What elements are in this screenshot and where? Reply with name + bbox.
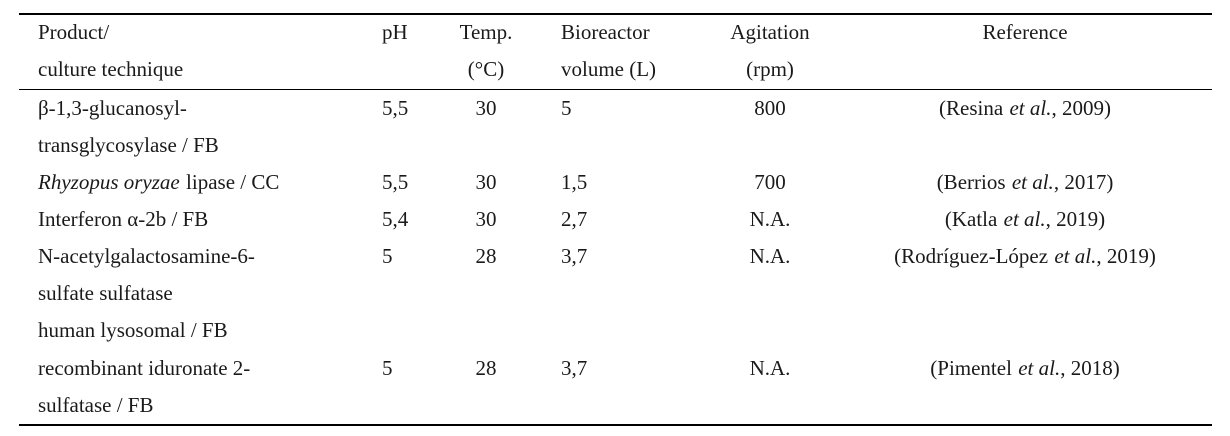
volume-cell: 2,7: [561, 207, 588, 231]
volume-cell: 5: [561, 96, 572, 120]
header-temp: Temp. (°C): [459, 20, 513, 81]
agitation-cell: N.A.: [749, 244, 791, 268]
volume-cell: 1,5: [561, 170, 588, 194]
reference-etal: et al.: [1009, 96, 1052, 120]
product-cell: N-acetylgalactosamine-6- sulfate sulfata…: [38, 244, 255, 342]
reference-year: , 2019): [1045, 207, 1106, 231]
reference-cell: (Rodríguez-López et al., 2019): [855, 238, 1195, 275]
header-ph: pH: [382, 20, 408, 44]
temp-cell: 30: [475, 207, 497, 231]
header-reference: Reference: [982, 20, 1068, 44]
ph-cell: 5,5: [382, 96, 409, 120]
temp-cell: 28: [475, 356, 497, 380]
reference-year: , 2009): [1051, 96, 1111, 120]
product-organism: Rhyzopus oryzae: [38, 170, 180, 194]
product-cell: Interferon α-2b / FB: [38, 207, 209, 231]
temp-cell: 30: [475, 96, 497, 120]
product-rest: lipase / CC: [186, 170, 280, 194]
volume-cell: 3,7: [561, 356, 588, 380]
ph-cell: 5,5: [382, 170, 409, 194]
agitation-cell: 700: [754, 170, 786, 194]
ph-cell: 5,4: [382, 207, 409, 231]
reference-author: (Rodríguez-López: [894, 244, 1049, 268]
header-volume: Bioreactor volume (L): [561, 20, 657, 81]
agitation-cell: N.A.: [749, 356, 791, 380]
reference-author: (Pimentel: [930, 356, 1012, 380]
temp-cell: 30: [475, 170, 497, 194]
reference-year: , 2018): [1060, 356, 1120, 380]
header-rule: [19, 89, 1212, 90]
reference-author: (Katla: [944, 207, 998, 231]
reference-author: (Resina: [939, 96, 1004, 120]
reference-year: , 2019): [1096, 244, 1156, 268]
reference-cell: (Berrios et al., 2017): [855, 164, 1195, 201]
reference-cell: (Pimentel et al., 2018): [855, 350, 1195, 387]
product-cell: Rhyzopus oryzae lipase / CC: [38, 164, 279, 201]
volume-cell: 3,7: [561, 244, 588, 268]
agitation-cell: N.A.: [749, 207, 791, 231]
ph-cell: 5: [382, 244, 393, 268]
reference-etal: et al.: [1018, 356, 1061, 380]
product-cell: recombinant iduronate 2- sulfatase / FB: [38, 356, 251, 417]
reference-cell: (Katla et al., 2019): [855, 201, 1195, 238]
temp-cell: 28: [475, 244, 497, 268]
reference-author: (Berrios: [936, 170, 1006, 194]
ph-cell: 5: [382, 356, 393, 380]
reference-etal: et al.: [1003, 207, 1046, 231]
reference-etal: et al.: [1054, 244, 1097, 268]
agitation-cell: 800: [754, 96, 786, 120]
header-product: Product/ culture technique: [38, 20, 184, 81]
product-cell: β-1,3-glucanosyl- transglycosylase / FB: [38, 96, 219, 157]
reference-etal: et al.: [1011, 170, 1054, 194]
reference-cell: (Resina et al., 2009): [855, 90, 1195, 127]
header-agitation: Agitation (rpm): [730, 20, 810, 81]
top-rule: [19, 13, 1212, 15]
bottom-rule: [19, 424, 1212, 426]
reference-year: , 2017): [1053, 170, 1114, 194]
